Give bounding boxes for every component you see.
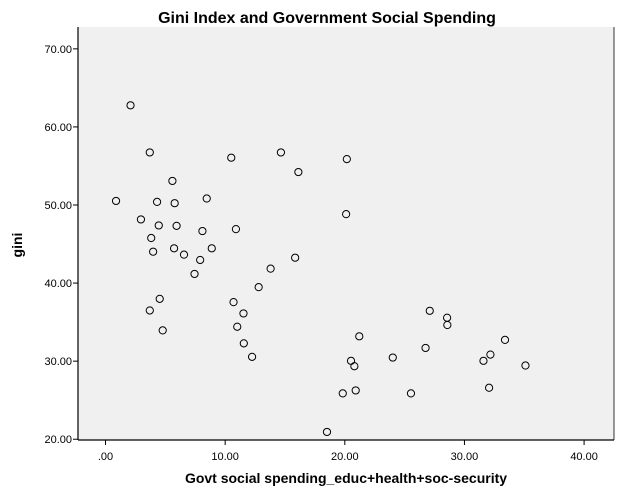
data-point (266, 264, 275, 273)
data-point (406, 389, 416, 398)
data-point (342, 154, 351, 164)
y-tick-label: 70.00 (44, 44, 72, 56)
data-point (207, 244, 216, 253)
data-point (147, 233, 156, 243)
x-tick-label: .00 (98, 451, 113, 463)
y-tick-label: 60.00 (44, 122, 72, 134)
data-point (170, 199, 179, 208)
y-tick-label: 30.00 (44, 356, 72, 368)
data-point (169, 244, 179, 253)
data-point (239, 309, 248, 318)
data-point (291, 253, 300, 262)
data-point (388, 353, 397, 362)
data-point (227, 153, 236, 162)
data-point (196, 255, 205, 265)
data-point (155, 294, 164, 303)
data-point (190, 269, 199, 279)
x-axis-label: Govt social spending_educ+health+soc-sec… (185, 470, 507, 486)
data-point (202, 194, 211, 203)
data-point (294, 167, 303, 177)
data-point (484, 383, 494, 392)
x-tick-label: 40.00 (570, 451, 598, 463)
data-point (254, 283, 263, 292)
x-tick-label: 20.00 (331, 451, 359, 463)
x-tick-label: 10.00 (211, 451, 239, 463)
y-axis-ticks: 20.00 30.00 40.00 50.00 60.00 70.00 (44, 44, 78, 446)
data-point (425, 306, 434, 315)
data-point (179, 250, 189, 259)
data-point (233, 322, 242, 331)
x-tick-label: 30.00 (451, 451, 479, 463)
y-axis-label: gini (9, 233, 25, 258)
data-point (276, 148, 286, 157)
data-point (338, 389, 347, 398)
data-point (229, 298, 238, 307)
data-point (351, 386, 360, 395)
plot-area (78, 27, 614, 440)
data-point (172, 221, 181, 230)
data-point (136, 215, 146, 224)
data-point (239, 339, 248, 348)
data-point (111, 196, 121, 206)
data-point (500, 335, 510, 345)
data-point (342, 210, 351, 219)
data-point (247, 352, 257, 361)
y-tick-label: 50.00 (44, 200, 72, 212)
chart-title: Gini Index and Government Social Spendin… (158, 10, 496, 27)
data-point (231, 225, 241, 234)
data-point (145, 306, 154, 315)
data-point (486, 350, 495, 359)
data-point (355, 332, 364, 341)
data-point (479, 356, 488, 365)
y-tick-label: 20.00 (44, 434, 72, 446)
data-point (149, 247, 158, 256)
data-point (126, 101, 135, 110)
data-point (198, 226, 207, 236)
data-point (158, 326, 167, 335)
data-point (152, 197, 162, 206)
data-point (154, 221, 163, 230)
y-tick-label: 40.00 (44, 278, 72, 290)
x-axis-ticks: .00 10.00 20.00 30.00 40.00 (98, 440, 598, 463)
data-point (322, 427, 332, 437)
data-point (168, 176, 177, 186)
data-point (421, 343, 430, 353)
data-point (521, 361, 530, 370)
data-point (443, 320, 452, 330)
data-point (145, 148, 154, 157)
data-point (350, 362, 359, 371)
data-points (111, 101, 530, 437)
